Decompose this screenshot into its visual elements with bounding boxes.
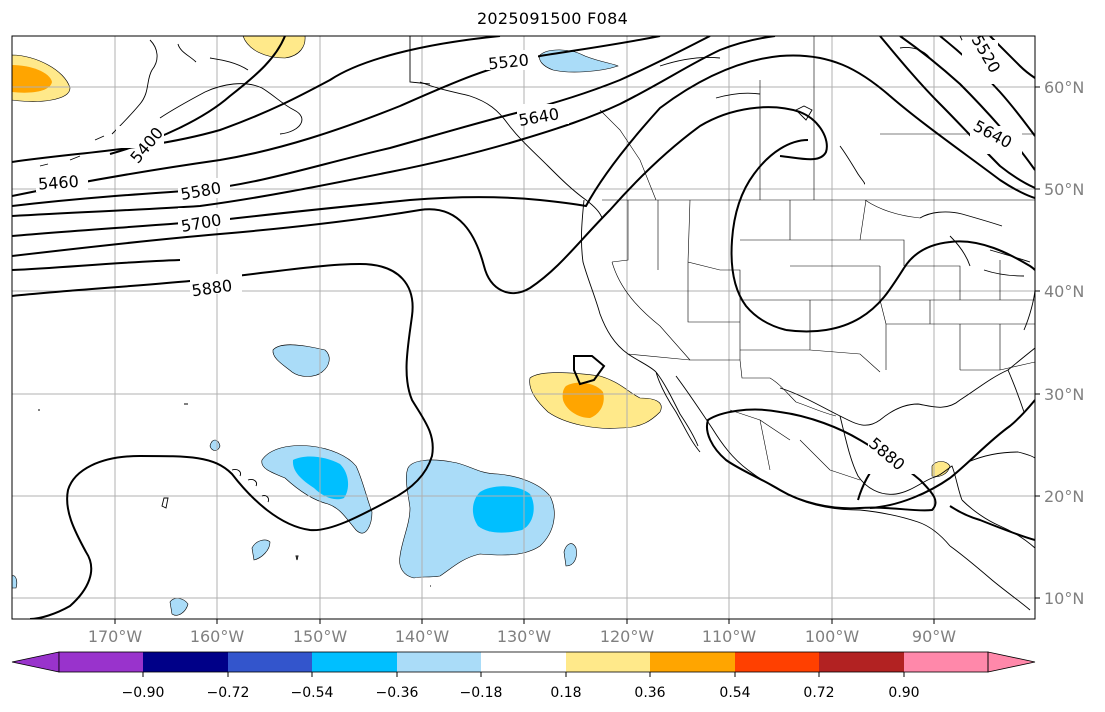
- colorbar-segment: [650, 652, 736, 672]
- colorbar-tick-label: −0.36: [376, 685, 419, 701]
- lon-label: 150°W: [293, 627, 348, 646]
- political-borders: [599, 36, 1035, 481]
- colorbar-tick-label: −0.54: [291, 685, 334, 701]
- colorbar-segment: [143, 652, 229, 672]
- colorbar-tick-label: 0.54: [719, 685, 750, 701]
- colorbar-segment: [735, 652, 820, 672]
- lon-label: 160°W: [190, 627, 245, 646]
- lon-label: 140°W: [395, 627, 450, 646]
- colorbar-tick-label: −0.72: [207, 685, 250, 701]
- lat-label: 60°N: [1044, 78, 1084, 97]
- lat-label: 20°N: [1044, 487, 1084, 506]
- colorbar-segment: [59, 652, 144, 672]
- latitude-axis: 60°N 50°N 40°N 30°N 20°N 10°N: [1035, 78, 1084, 608]
- lon-label: 90°W: [912, 627, 956, 646]
- colorbar-tick-label: 0.18: [550, 685, 581, 701]
- colorbar-extend-min: [11, 651, 60, 673]
- colorbar-tick-label: −0.18: [460, 685, 503, 701]
- colorbar-segment: [228, 652, 313, 672]
- contour-labels: 5520 5640 5400 5460 5580 5700 5880 5520 …: [36, 36, 1022, 474]
- colorbar-segment: [566, 652, 651, 672]
- colorbar-segment: [481, 652, 567, 672]
- lat-label: 50°N: [1044, 180, 1084, 199]
- colorbar-extend-max: [987, 651, 1036, 673]
- colorbar: −0.90 −0.72 −0.54 −0.36 −0.18 0.18 0.36 …: [11, 651, 1036, 701]
- longitude-axis: 170°W 160°W 150°W 140°W 130°W 120°W 110°…: [88, 619, 956, 646]
- lon-label: 100°W: [805, 627, 860, 646]
- contour-label-5520-north: 5520: [487, 50, 529, 73]
- lat-label: 10°N: [1044, 589, 1084, 608]
- colorbar-tick-label: 0.36: [634, 685, 665, 701]
- colorbar-segment: [312, 652, 398, 672]
- lon-label: 110°W: [702, 627, 757, 646]
- colorbar-segment: [819, 652, 905, 672]
- lat-label: 40°N: [1044, 282, 1084, 301]
- colorbar-tick-label: −0.90: [122, 685, 165, 701]
- colorbar-border: [58, 651, 989, 673]
- lat-label: 30°N: [1044, 385, 1084, 404]
- lon-label: 120°W: [600, 627, 655, 646]
- anomaly-shading: [12, 36, 951, 616]
- map-title: 2025091500 F084: [476, 9, 629, 28]
- colorbar-tick-label: 0.90: [888, 685, 919, 701]
- colorbar-segment: [397, 652, 482, 672]
- colorbar-tick-label: 0.72: [803, 685, 834, 701]
- lon-label: 130°W: [497, 627, 552, 646]
- colorbar-segment: [904, 652, 989, 672]
- lon-label: 170°W: [88, 627, 143, 646]
- contour-label-5460: 5460: [37, 172, 79, 194]
